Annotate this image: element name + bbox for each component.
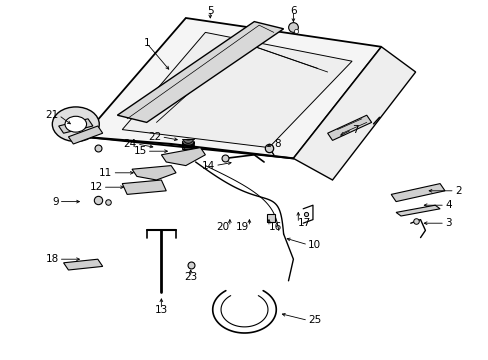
Text: 14: 14	[202, 161, 215, 171]
Text: 9: 9	[52, 197, 59, 207]
Polygon shape	[293, 47, 415, 180]
Text: 15: 15	[133, 146, 146, 156]
Polygon shape	[63, 259, 102, 270]
Text: 12: 12	[89, 182, 102, 192]
Text: 8: 8	[273, 139, 280, 149]
Text: 18: 18	[45, 254, 59, 264]
Text: 19: 19	[236, 222, 249, 232]
Text: 16: 16	[268, 222, 282, 232]
Polygon shape	[161, 148, 205, 166]
Text: 11: 11	[99, 168, 112, 178]
Circle shape	[65, 116, 86, 132]
Text: 10: 10	[307, 240, 321, 250]
Polygon shape	[390, 184, 444, 202]
Polygon shape	[395, 205, 439, 216]
Polygon shape	[122, 32, 351, 148]
Text: 21: 21	[45, 110, 59, 120]
Text: 20: 20	[216, 222, 229, 232]
Polygon shape	[132, 166, 176, 180]
Text: 5: 5	[206, 6, 213, 16]
Polygon shape	[122, 180, 166, 194]
Text: 4: 4	[444, 200, 451, 210]
Text: 23: 23	[183, 272, 197, 282]
Polygon shape	[117, 22, 283, 122]
Polygon shape	[68, 126, 102, 144]
Text: 2: 2	[454, 186, 461, 196]
Text: 24: 24	[123, 139, 137, 149]
Text: 17: 17	[298, 218, 311, 228]
Polygon shape	[327, 115, 371, 140]
Text: 13: 13	[154, 305, 168, 315]
Text: 1: 1	[143, 38, 150, 48]
Circle shape	[52, 107, 99, 141]
Text: 25: 25	[307, 315, 321, 325]
Text: 6: 6	[289, 6, 296, 16]
Text: 22: 22	[148, 132, 161, 142]
Text: 3: 3	[444, 218, 451, 228]
Polygon shape	[83, 18, 381, 158]
Polygon shape	[59, 119, 93, 133]
Text: 7: 7	[351, 125, 358, 135]
